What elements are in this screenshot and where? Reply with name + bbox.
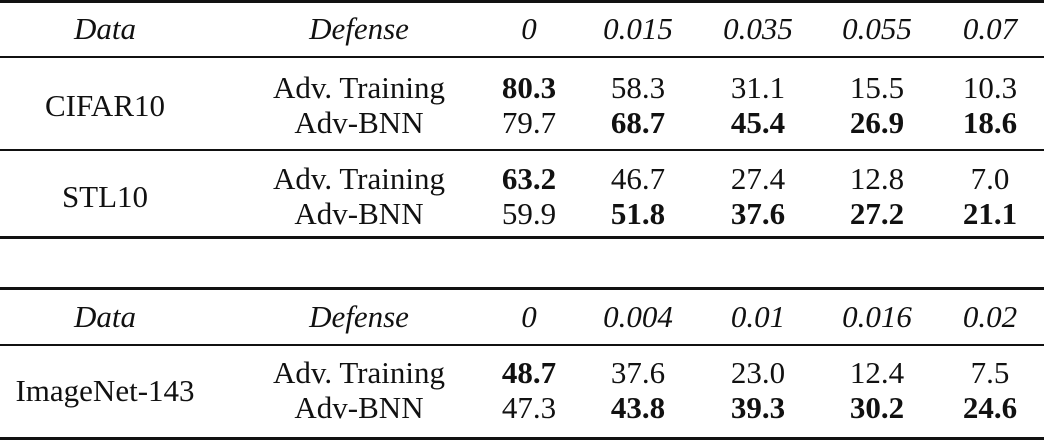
value-cell: 48.7	[501, 355, 557, 390]
defense-label: Adv-BNN	[294, 105, 424, 140]
bottom-rule	[0, 437, 1044, 440]
value-cell: 37.6	[730, 196, 786, 231]
column-header: 0.004	[603, 299, 673, 334]
value-cell: 80.3	[501, 70, 557, 105]
value-cell: 47.3	[501, 390, 557, 425]
value-cell: 43.8	[610, 390, 666, 425]
column-header: Defense	[309, 11, 409, 46]
value-cell: 18.6	[962, 105, 1018, 140]
column-header: 0.02	[962, 299, 1018, 334]
value-cell: 27.4	[730, 161, 786, 196]
value-cell: 45.4	[730, 105, 786, 140]
column-header: 0.01	[730, 299, 786, 334]
value-cell: 10.3	[962, 70, 1018, 105]
value-cell: 30.2	[849, 390, 905, 425]
column-header: 0.035	[723, 11, 793, 46]
column-header: 0.055	[842, 11, 912, 46]
dataset-label: ImageNet-143	[15, 372, 195, 408]
column-header: 0.015	[603, 11, 673, 46]
value-cell: 59.9	[501, 196, 557, 231]
value-cell: 21.1	[962, 196, 1018, 231]
column-header: 0.07	[962, 11, 1018, 46]
group-rule	[0, 149, 1044, 151]
value-cell: 37.6	[610, 355, 666, 390]
value-cell: 27.2	[849, 196, 905, 231]
value-cell: 63.2	[501, 161, 557, 196]
value-cell: 7.0	[970, 161, 1010, 196]
header-rule	[0, 56, 1044, 58]
dataset-label: CIFAR10	[44, 87, 166, 123]
value-cell: 46.7	[610, 161, 666, 196]
column-header: 0.016	[842, 299, 912, 334]
defense-label: Adv. Training	[273, 355, 445, 390]
bottom-rule	[0, 236, 1044, 239]
defense-label: Adv. Training	[273, 161, 445, 196]
value-cell: 23.0	[730, 355, 786, 390]
value-cell: 26.9	[849, 105, 905, 140]
defense-label: Adv-BNN	[294, 390, 424, 425]
column-header: 0	[521, 11, 537, 46]
top-rule	[0, 287, 1044, 290]
value-cell: 39.3	[730, 390, 786, 425]
column-header: Defense	[309, 299, 409, 334]
defense-label: Adv-BNN	[294, 196, 424, 231]
value-cell: 24.6	[962, 390, 1018, 425]
column-header: Data	[74, 11, 136, 46]
value-cell: 58.3	[610, 70, 666, 105]
value-cell: 68.7	[610, 105, 666, 140]
dataset-label: STL10	[61, 178, 149, 214]
value-cell: 12.4	[849, 355, 905, 390]
value-cell: 7.5	[970, 355, 1010, 390]
value-cell: 12.8	[849, 161, 905, 196]
top-rule	[0, 0, 1044, 3]
column-header: 0	[521, 299, 537, 334]
defense-label: Adv. Training	[273, 70, 445, 105]
column-header: Data	[74, 299, 136, 334]
value-cell: 15.5	[849, 70, 905, 105]
value-cell: 31.1	[730, 70, 786, 105]
value-cell: 79.7	[501, 105, 557, 140]
value-cell: 51.8	[610, 196, 666, 231]
header-rule	[0, 344, 1044, 346]
